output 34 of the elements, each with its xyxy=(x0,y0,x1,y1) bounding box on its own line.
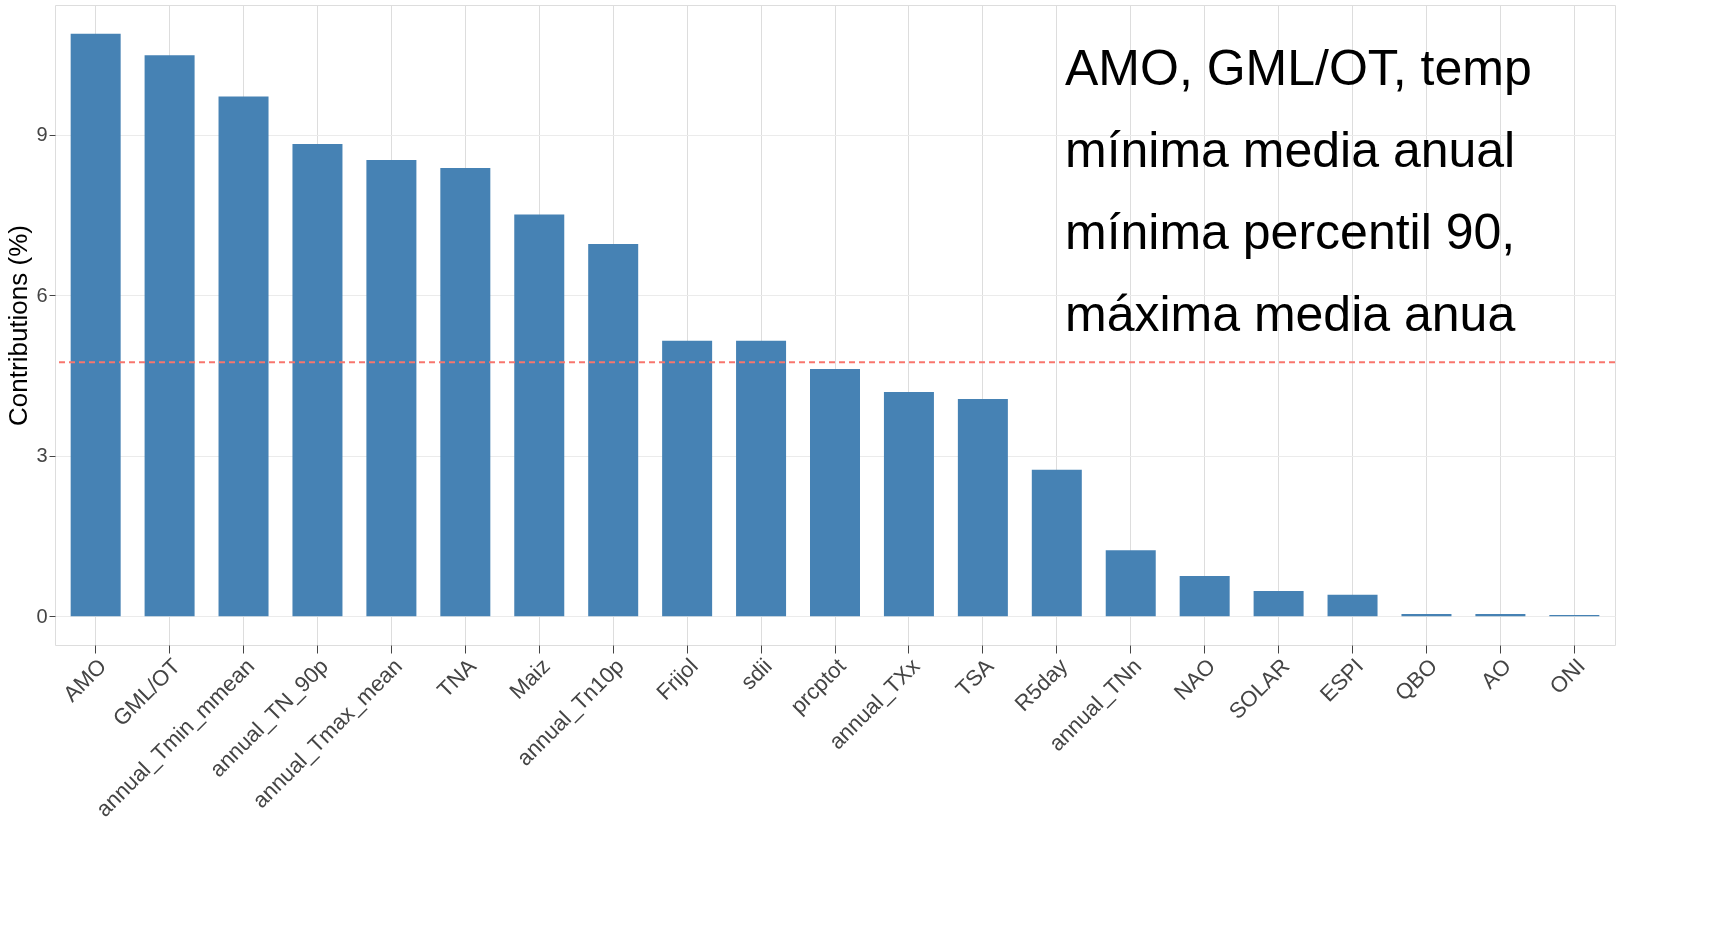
bar xyxy=(218,96,269,617)
annotation: máxima media anua xyxy=(1065,286,1516,342)
y-tick-label: 3 xyxy=(36,444,48,467)
bar xyxy=(1475,613,1526,617)
annotation: mínima percentil 90, xyxy=(1065,204,1516,260)
x-tick-label: sdii xyxy=(735,653,777,695)
bar xyxy=(1401,613,1452,617)
x-tick-label: AO xyxy=(1475,653,1516,694)
y-tick-label: 0 xyxy=(36,604,48,627)
bar xyxy=(810,369,860,617)
annotation: mínima media anual xyxy=(1065,122,1516,178)
bar xyxy=(514,214,565,617)
annotation: AMO, GML/OT, temp xyxy=(1065,40,1532,96)
bar xyxy=(588,244,639,617)
bar xyxy=(1327,594,1378,617)
bar xyxy=(70,33,121,617)
bar xyxy=(366,160,417,617)
bar xyxy=(957,399,1008,617)
y-tick-label: 9 xyxy=(36,123,48,146)
bar xyxy=(292,144,343,617)
bar xyxy=(1031,469,1082,617)
y-tick-label: 6 xyxy=(36,283,48,306)
bar xyxy=(1179,576,1230,617)
x-tick-label: TSA xyxy=(950,653,999,702)
bar xyxy=(1253,591,1304,617)
bar xyxy=(144,55,195,617)
x-tick-label: ONI xyxy=(1544,653,1590,699)
bar xyxy=(883,392,934,617)
bar xyxy=(736,340,787,617)
x-tick-label: TNA xyxy=(432,653,482,703)
y-axis-title: Contributions (%) xyxy=(3,225,34,426)
bar xyxy=(440,168,491,617)
bar xyxy=(662,340,713,617)
bar xyxy=(1105,550,1156,617)
